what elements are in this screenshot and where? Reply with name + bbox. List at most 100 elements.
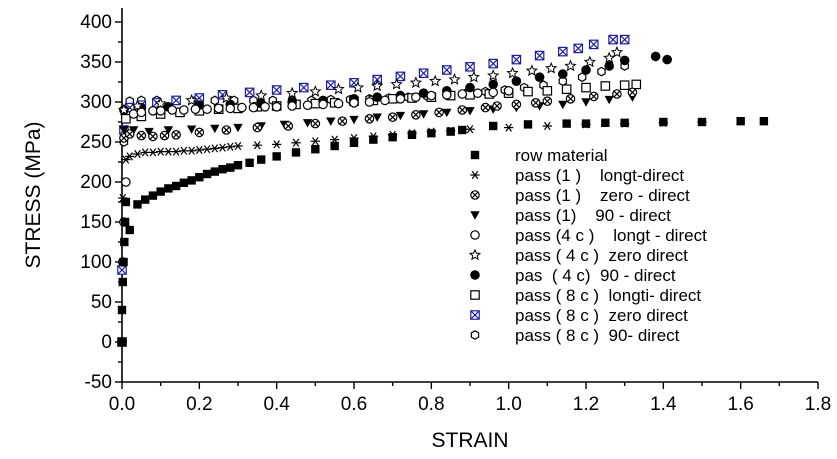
data-point	[581, 82, 591, 93]
data-point	[128, 126, 139, 135]
data-point	[332, 82, 345, 95]
data-point	[252, 122, 263, 133]
data-point	[298, 82, 309, 93]
series-1	[117, 117, 769, 347]
data-point	[581, 119, 591, 128]
data-point	[583, 55, 597, 68]
data-point	[650, 51, 661, 62]
plot-points	[117, 34, 769, 347]
series-5	[117, 86, 514, 347]
data-point	[530, 98, 541, 108]
data-point	[120, 237, 129, 247]
data-point	[523, 86, 533, 97]
data-point	[627, 87, 638, 98]
data-point	[213, 103, 224, 114]
y-tick-label: 150	[80, 212, 112, 233]
data-point	[302, 119, 313, 128]
x-tick-label: 0.0	[109, 394, 135, 415]
legend-label: pass ( 4 c ) zero direct	[515, 246, 688, 265]
data-point	[372, 92, 383, 102]
data-point	[573, 43, 584, 54]
data-point	[163, 126, 174, 135]
y-tick-label: 350	[80, 52, 112, 73]
data-point	[562, 119, 571, 128]
legend-label: pass ( 8 c ) longti- direct	[515, 286, 701, 305]
data-point	[597, 66, 606, 77]
data-point	[144, 127, 154, 137]
data-point	[159, 130, 170, 141]
data-point	[218, 165, 227, 174]
data-point	[612, 89, 622, 99]
data-point	[395, 71, 406, 82]
data-point	[154, 97, 167, 109]
data-point	[186, 146, 197, 155]
data-point	[446, 127, 455, 136]
y-tick-label: 0	[101, 332, 112, 353]
data-point	[171, 147, 181, 156]
data-point	[395, 94, 406, 104]
data-point	[480, 102, 491, 113]
data-point	[458, 125, 467, 135]
data-point	[133, 200, 142, 209]
y-tick-label: 250	[80, 132, 112, 153]
data-point	[542, 85, 553, 96]
data-point	[128, 109, 139, 119]
data-point	[372, 113, 382, 122]
data-point	[442, 108, 452, 118]
data-point	[326, 117, 336, 126]
data-point	[195, 173, 204, 182]
data-point	[225, 103, 236, 114]
data-point	[119, 257, 128, 267]
data-point	[603, 51, 616, 64]
data-point	[351, 81, 365, 93]
legend-label: pass ( 8 c ) zero direct	[515, 306, 688, 325]
x-tick-label: 1.6	[727, 394, 753, 415]
data-point	[136, 107, 147, 118]
series-6	[117, 45, 624, 116]
data-point	[418, 68, 429, 78]
data-point	[255, 89, 268, 101]
data-point	[179, 105, 189, 115]
data-point	[411, 110, 421, 120]
data-point	[467, 70, 481, 83]
data-point	[271, 140, 282, 149]
data-point	[736, 117, 745, 126]
y-axis-label: STRESS (MPa)	[22, 121, 45, 268]
data-point	[337, 116, 348, 126]
data-point	[333, 98, 344, 109]
data-point	[233, 123, 243, 133]
data-point	[488, 87, 498, 98]
data-point	[124, 129, 135, 139]
x-tick-label: 1.4	[650, 394, 677, 415]
data-point	[318, 99, 328, 110]
data-point	[558, 69, 568, 79]
data-point	[171, 130, 181, 140]
data-point	[418, 110, 429, 119]
data-point	[581, 65, 591, 75]
legend-marker	[470, 310, 480, 320]
data-point	[349, 98, 359, 108]
data-point	[489, 121, 498, 131]
data-point	[271, 85, 282, 95]
data-point	[291, 148, 301, 157]
legend-label: pass (1) 90 - direct	[515, 206, 671, 225]
x-tick-label: 0.8	[418, 394, 444, 415]
data-point	[310, 137, 321, 146]
data-point	[311, 145, 320, 154]
x-tick-label: 1.8	[805, 394, 831, 415]
data-point	[697, 117, 707, 127]
y-tick-label: 400	[80, 12, 112, 33]
data-point	[604, 95, 614, 105]
data-point	[434, 107, 444, 118]
data-point	[125, 225, 134, 235]
data-point	[395, 111, 406, 121]
data-point	[217, 143, 228, 152]
data-point	[330, 141, 339, 151]
data-point	[202, 145, 212, 154]
data-point	[302, 100, 313, 110]
data-point	[132, 149, 143, 159]
legend-label: pass (1 ) zero - direct	[515, 186, 690, 205]
data-point	[503, 123, 514, 132]
data-point	[561, 84, 572, 94]
